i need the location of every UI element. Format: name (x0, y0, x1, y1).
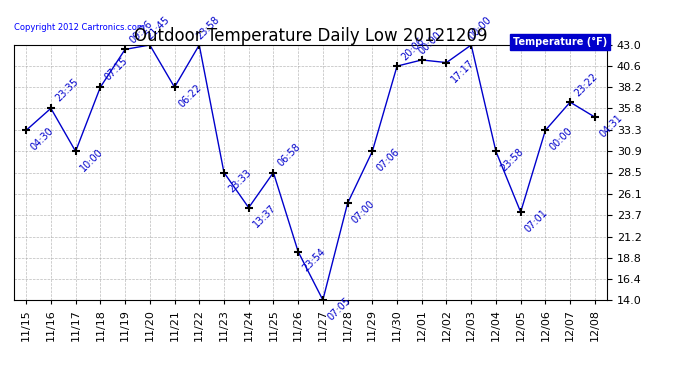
Text: Temperature (°F): Temperature (°F) (513, 38, 607, 47)
Text: 06:58: 06:58 (276, 141, 303, 168)
Text: 07:15: 07:15 (103, 56, 130, 83)
Text: 21:45: 21:45 (145, 15, 172, 42)
Text: 00:00: 00:00 (417, 30, 444, 56)
Text: 23:54: 23:54 (301, 247, 328, 274)
Text: 07:01: 07:01 (523, 207, 550, 234)
Text: 07:00: 07:00 (350, 198, 377, 225)
Text: Copyright 2012 Cartronics.com: Copyright 2012 Cartronics.com (14, 23, 145, 32)
Title: Outdoor Temperature Daily Low 20121209: Outdoor Temperature Daily Low 20121209 (134, 27, 487, 45)
Text: 13:37: 13:37 (251, 203, 278, 229)
Text: 07:06: 07:06 (375, 147, 402, 173)
Text: 09:26: 09:26 (128, 19, 155, 46)
Text: 07:05: 07:05 (326, 295, 352, 322)
Text: 23:35: 23:35 (53, 77, 80, 104)
Text: 20:06: 20:06 (400, 36, 426, 63)
Text: 23:58: 23:58 (498, 147, 525, 173)
Text: 00:00: 00:00 (466, 15, 493, 42)
Text: 06:22: 06:22 (177, 82, 204, 109)
Text: 00:00: 00:00 (548, 126, 575, 152)
Text: 04:30: 04:30 (29, 126, 55, 152)
Text: 04:31: 04:31 (598, 112, 624, 139)
Text: 23:58: 23:58 (195, 15, 221, 42)
Text: 10:00: 10:00 (78, 147, 105, 173)
Text: 17:17: 17:17 (449, 58, 476, 85)
Text: 23:33: 23:33 (226, 168, 253, 195)
Text: 23:22: 23:22 (573, 72, 600, 99)
